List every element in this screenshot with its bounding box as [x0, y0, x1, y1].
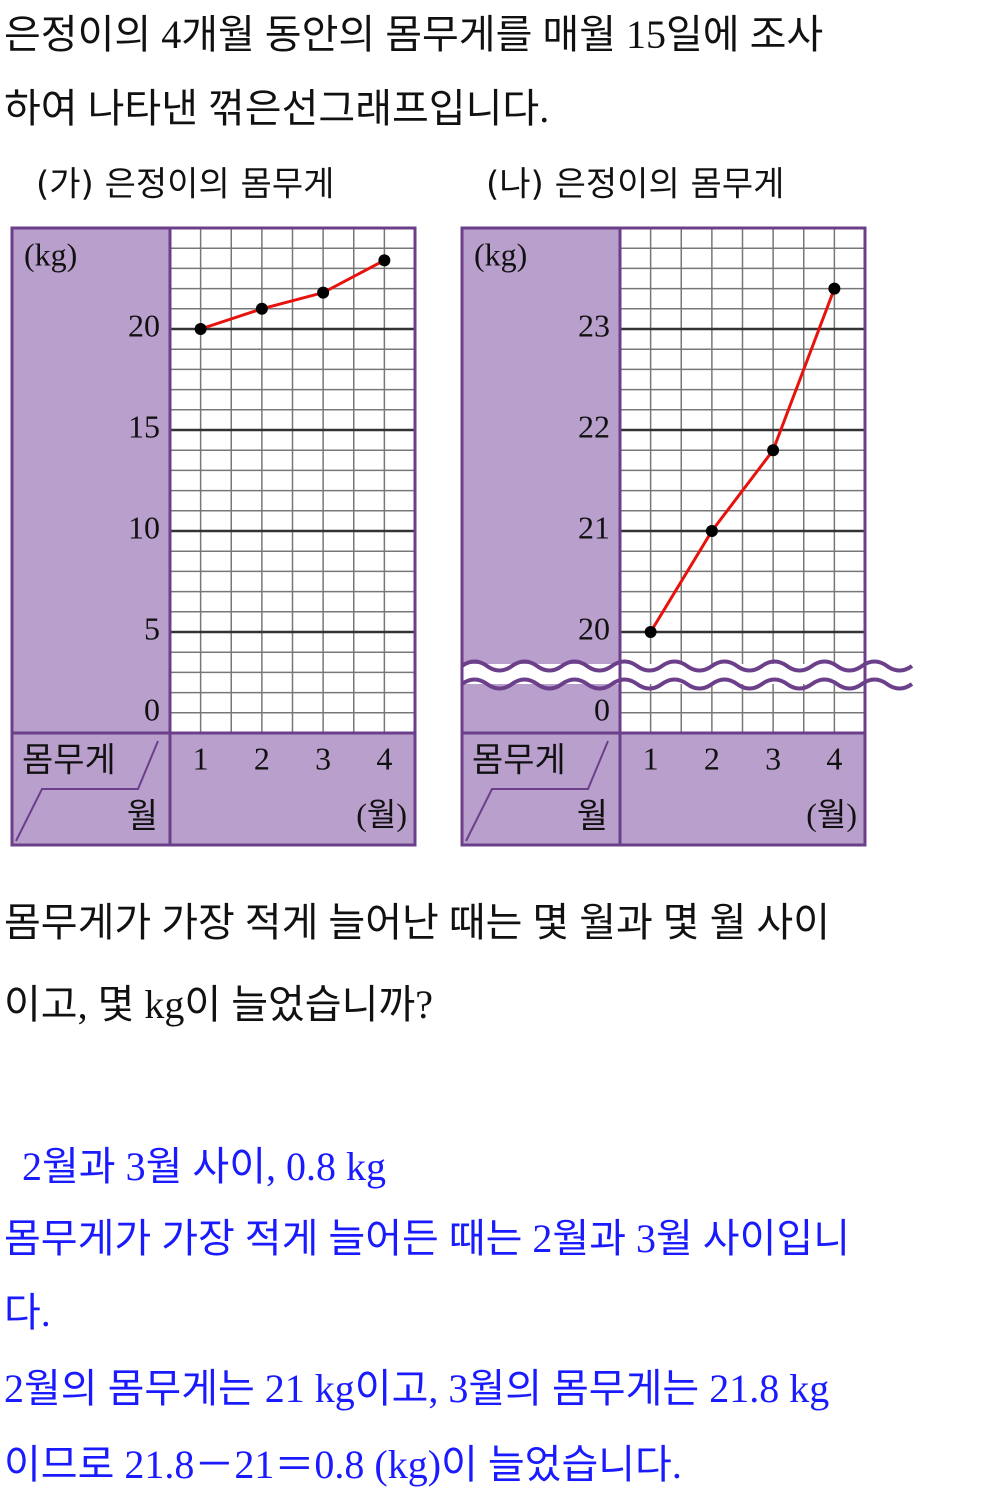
x-tick-label: 2: [704, 740, 720, 776]
y-tick-label: 23: [578, 307, 610, 343]
corner-divider: [465, 740, 609, 842]
y-tick-label: 20: [128, 307, 160, 343]
answer: 2월과 3월 사이, 0.8 kg: [22, 1144, 386, 1189]
explanation-line: 다.: [4, 1290, 51, 1335]
data-point: [255, 302, 268, 315]
panel-border: [10, 226, 417, 847]
explanation-line: 2월의 몸무게는 21 kg이고, 3월의 몸무게는 21.8 kg: [4, 1366, 830, 1411]
chart-title: (가) 은정이의 몸무게: [36, 165, 334, 205]
data-line: [200, 258, 386, 331]
corner-bottom: 월: [127, 797, 158, 837]
y-tick-label: 21: [578, 509, 610, 545]
x-tick-label: 3: [765, 740, 781, 776]
data-point: [767, 444, 780, 457]
corner-divider: [15, 740, 159, 842]
intro-line: 하여 나타낸 꺾은선그래프입니다.: [4, 86, 550, 131]
x-tick-label: 4: [826, 740, 842, 776]
explanation-line: 몸무게가 가장 적게 늘어든 때는 2월과 3월 사이입니: [4, 1216, 850, 1261]
x-tick-label: 1: [193, 740, 209, 776]
y-tick-label: 15: [128, 408, 160, 444]
data-point: [705, 525, 718, 537]
x-tick-label: 4: [376, 740, 392, 776]
question-line: 이고, 몇 kg이 늘었습니까?: [4, 982, 433, 1027]
axis-break-gap: [462, 664, 865, 684]
x-axis-unit: (월): [806, 796, 857, 832]
axis-break-line: [460, 659, 914, 673]
chart-title: (나) 은정이의 몸무게: [486, 165, 784, 205]
data-line: [649, 288, 836, 633]
question-line: 몸무게가 가장 적게 늘어난 때는 몇 월과 몇 월 사이: [4, 900, 830, 945]
y-tick-label: 0: [594, 691, 610, 727]
explanation-line: 이므로 21.8－21＝0.8 (kg)이 늘었습니다.: [4, 1442, 682, 1487]
data-point: [828, 282, 841, 295]
data-point: [644, 626, 657, 638]
intro-line: 은정이의 4개월 동안의 몸무게를 매월 15일에 조사: [4, 12, 824, 57]
x-tick-label: 2: [254, 740, 270, 776]
y-tick-label: 5: [144, 610, 160, 646]
y-tick-label: 22: [578, 408, 610, 444]
data-point: [378, 254, 391, 267]
y-axis-unit: (kg): [474, 236, 527, 272]
y-tick-label: 0: [144, 691, 160, 727]
panel-border: [460, 226, 867, 847]
corner-bottom: 월: [577, 797, 608, 837]
corner-top: 몸무게: [22, 741, 116, 781]
y-tick-label: 20: [578, 610, 610, 646]
x-axis-unit: (월): [356, 796, 407, 832]
data-point: [317, 286, 330, 299]
y-tick-label: 10: [128, 509, 160, 545]
x-tick-label: 1: [643, 740, 659, 776]
data-point: [194, 323, 207, 335]
corner-top: 몸무게: [472, 741, 566, 781]
x-tick-label: 3: [315, 740, 331, 776]
y-axis-unit: (kg): [24, 236, 77, 272]
axis-break-line: [460, 677, 914, 691]
